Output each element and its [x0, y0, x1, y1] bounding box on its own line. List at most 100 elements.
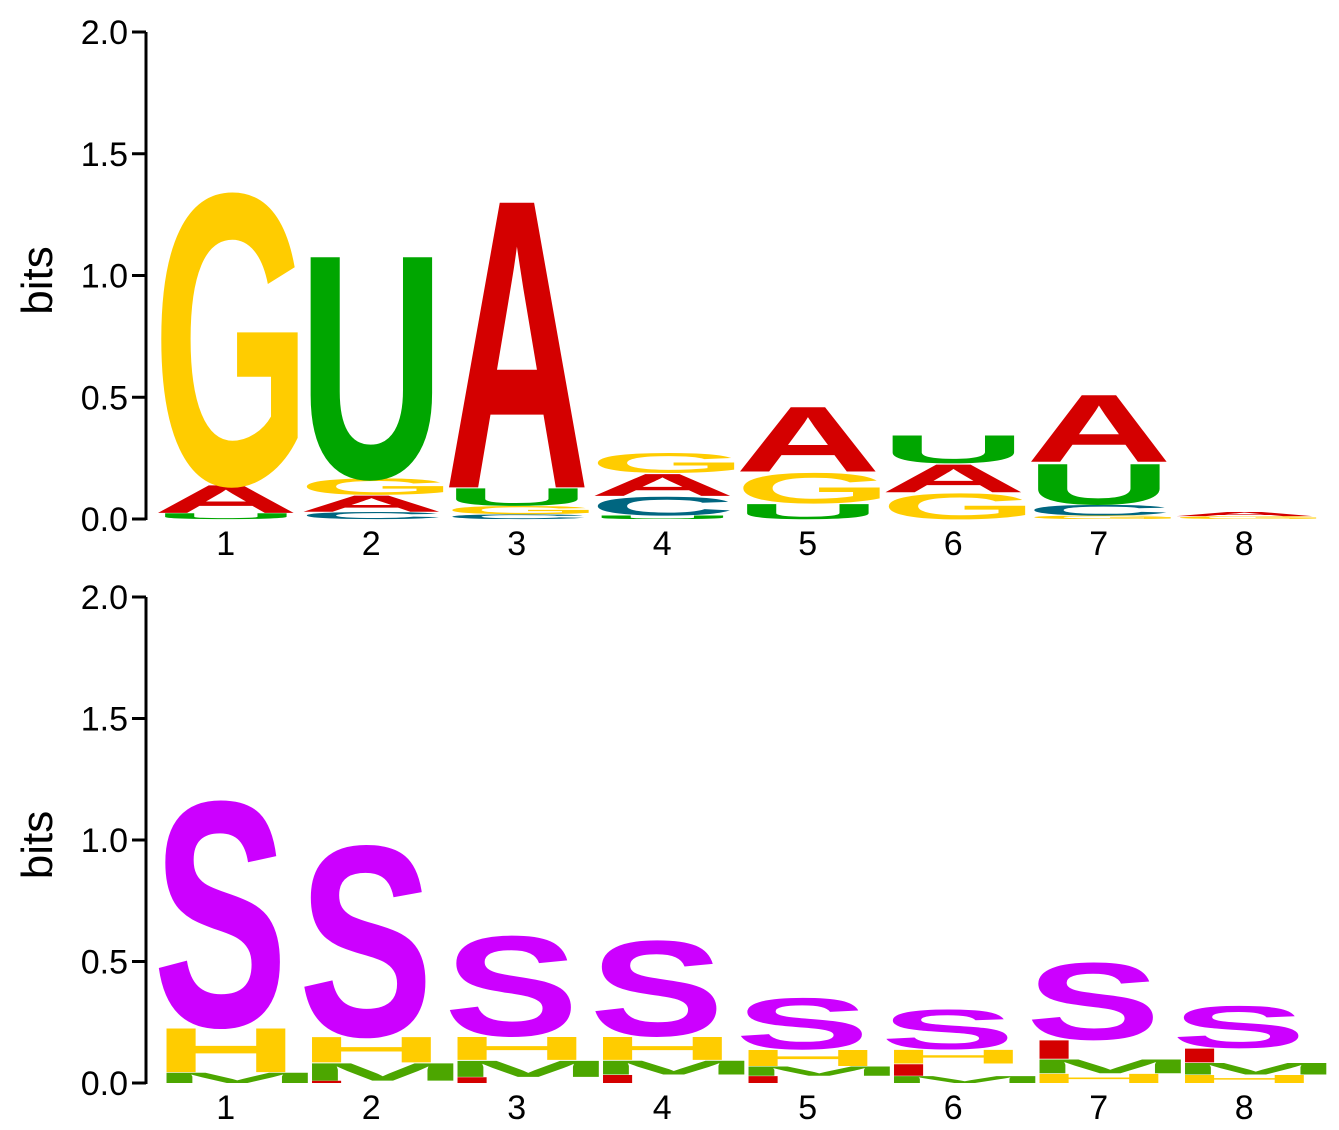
logo-letter-M: M — [735, 1064, 903, 1079]
x-position-label: 5 — [798, 1089, 817, 1127]
logo-letter-A: A — [299, 491, 445, 517]
logo-letter-H: H — [444, 1030, 590, 1067]
y-tick-label: 2.0 — [81, 579, 128, 617]
x-position-label: 6 — [944, 1089, 963, 1127]
x-position-label: 6 — [944, 525, 963, 563]
x-position-label: 3 — [507, 525, 526, 563]
logo-letter-I: I — [1026, 1035, 1082, 1065]
logo-letter-H: H — [590, 1030, 736, 1067]
logo-letter-U: U — [1026, 451, 1172, 517]
logo-letter-H: H — [735, 1045, 881, 1071]
logo-stack-pos-8: GA — [1172, 511, 1329, 520]
logo-letter-I: I — [299, 1080, 355, 1084]
logo-letter-A: A — [153, 477, 299, 522]
logo-letter-S: S — [444, 906, 579, 1066]
logo-letter-M: M — [590, 1057, 758, 1079]
logo-letter-U: U — [590, 515, 736, 521]
logo-letter-C: C — [299, 510, 445, 521]
logo-letter-H: H — [299, 1029, 445, 1070]
logo-stack-pos-5: UGA — [735, 388, 892, 524]
logo-letter-M: M — [1026, 1055, 1194, 1077]
logo-stack-pos-1: UAG — [153, 107, 310, 573]
x-position-label: 8 — [1235, 1089, 1254, 1127]
logo-letter-A: A — [590, 467, 736, 502]
x-position-label: 8 — [1235, 525, 1254, 563]
logo-letter-I: I — [735, 1074, 791, 1085]
x-position-label: 7 — [1089, 525, 1108, 563]
logo-letter-H: H — [1172, 1072, 1318, 1085]
logo-stack-pos-6: GAU — [881, 427, 1038, 527]
logo-letter-S: S — [299, 789, 434, 1094]
logo-letter-G: G — [881, 486, 1038, 527]
logo-letter-S: S — [735, 983, 870, 1065]
logo-letter-G: G — [590, 447, 747, 479]
logo-letter-G: G — [153, 107, 310, 573]
logo-letter-C: C — [590, 491, 736, 521]
logo-letter-U: U — [153, 512, 299, 521]
logo-letter-G: G — [735, 464, 892, 512]
logo-letter-I: I — [444, 1076, 500, 1085]
logo-letter-S: S — [881, 998, 1016, 1061]
x-position-label: 5 — [798, 525, 817, 563]
logo-letter-U: U — [881, 427, 1027, 472]
logo-letter-A: A — [444, 112, 590, 575]
logo-letter-M: M — [299, 1058, 467, 1086]
logo-letter-M: M — [881, 1074, 1049, 1085]
logo-letter-G: G — [444, 504, 601, 517]
y-axis-label: bits — [13, 246, 62, 314]
logo-letter-S: S — [1026, 941, 1161, 1063]
logo-letter-C: C — [1026, 502, 1172, 519]
logo-letter-M: M — [444, 1056, 612, 1082]
x-position-label: 1 — [216, 525, 235, 563]
y-tick-label: 1.0 — [81, 258, 128, 296]
y-tick-label: 2.0 — [81, 14, 128, 52]
logo-letter-G: G — [1026, 515, 1183, 521]
x-position-label: 4 — [653, 525, 672, 563]
logo-letter-S: S — [153, 735, 288, 1096]
x-position-label: 2 — [362, 1089, 381, 1127]
logo-letter-H: H — [153, 1015, 299, 1086]
logo-stack-pos-1: MHS — [153, 735, 321, 1096]
logo-letter-A: A — [1026, 374, 1172, 482]
logo-letter-A: A — [1172, 511, 1318, 518]
logo-letter-U: U — [444, 483, 590, 511]
logo-letter-M: M — [1172, 1060, 1339, 1079]
logo-letter-U: U — [299, 188, 445, 546]
logo-letter-U: U — [735, 500, 881, 524]
logo-letter-H: H — [1026, 1071, 1172, 1086]
x-position-label: 1 — [216, 1089, 235, 1127]
logo-letter-M: M — [153, 1070, 321, 1087]
logo-letter-G: G — [299, 474, 456, 500]
y-tick-label: 0.5 — [81, 379, 128, 417]
logo-letter-A: A — [881, 456, 1027, 501]
logo-letter-A: A — [735, 388, 881, 492]
x-position-label: 7 — [1089, 1089, 1108, 1127]
logo-letter-S: S — [590, 912, 725, 1065]
logo-letter-H: H — [881, 1046, 1027, 1068]
x-position-label: 3 — [507, 1089, 526, 1127]
x-position-label: 4 — [653, 1089, 672, 1127]
y-tick-label: 0.0 — [81, 1065, 128, 1103]
logo-letter-I: I — [590, 1072, 646, 1085]
logo-letter-G: G — [1172, 515, 1329, 519]
x-position-label: 2 — [362, 525, 381, 563]
logo-letter-I: I — [881, 1061, 937, 1080]
logo-letter-S: S — [1172, 993, 1307, 1060]
y-tick-label: 0.0 — [81, 501, 128, 539]
y-tick-label: 1.0 — [81, 822, 128, 860]
y-tick-label: 1.5 — [81, 136, 128, 174]
y-tick-label: 0.5 — [81, 944, 128, 982]
